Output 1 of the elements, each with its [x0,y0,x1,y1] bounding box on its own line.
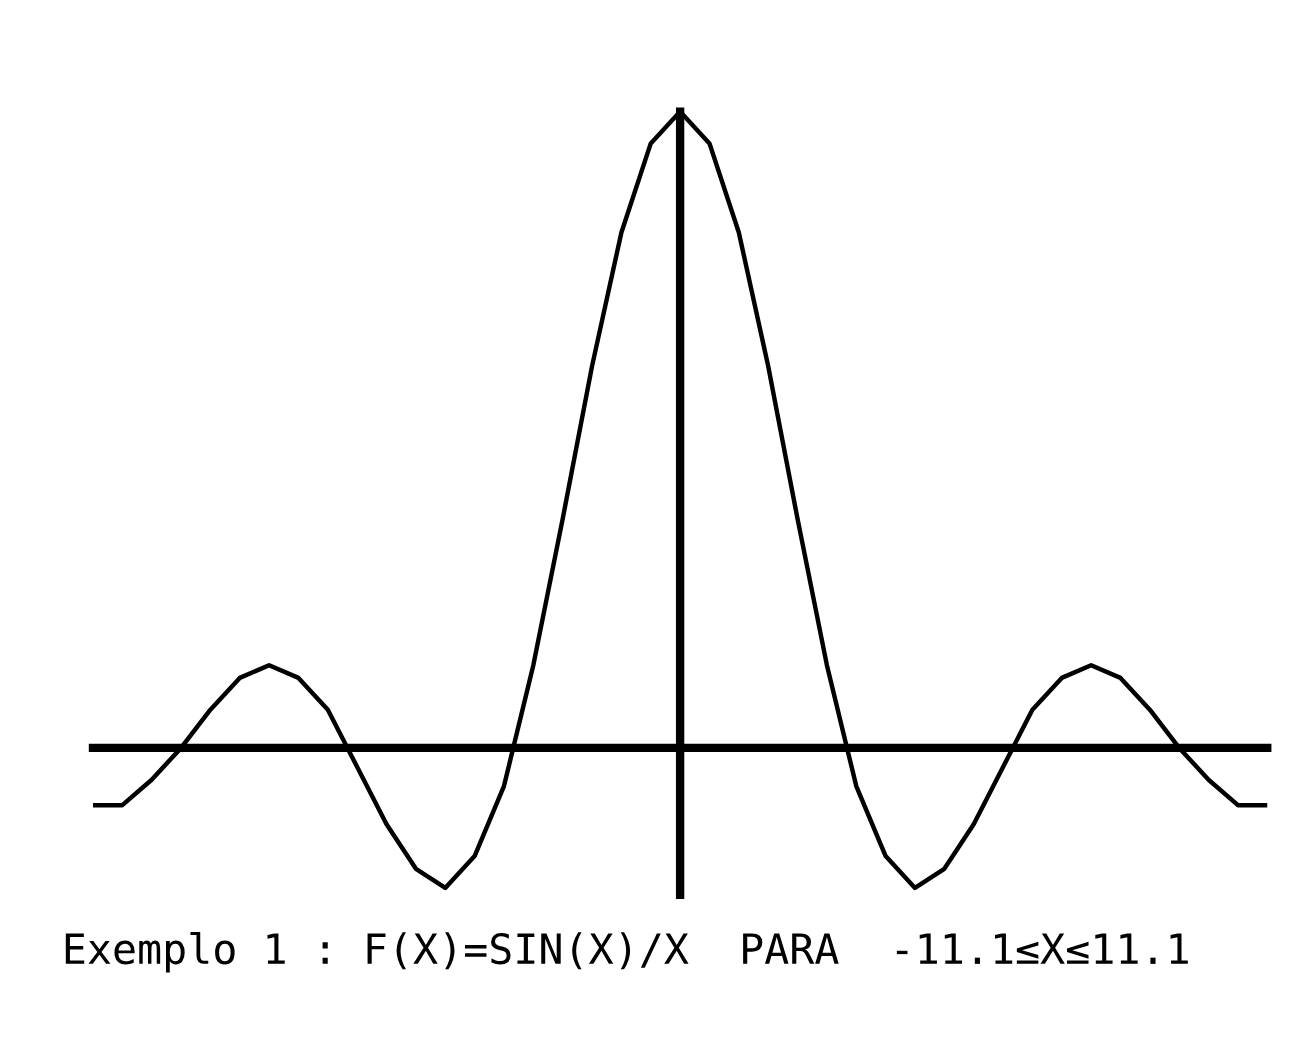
text: Exemplo 1 : F(X)=SIN(X)/X PARA -11.1≤X≤11.1 [65,931,1188,973]
